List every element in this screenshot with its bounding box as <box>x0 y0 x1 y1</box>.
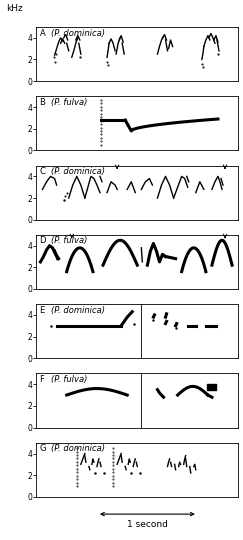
Text: C: C <box>41 167 49 176</box>
Text: B: B <box>41 98 49 107</box>
Text: F: F <box>41 375 48 384</box>
Text: 1 second: 1 second <box>127 519 168 529</box>
Text: (P. dominica): (P. dominica) <box>51 29 104 38</box>
Text: (P. dominica): (P. dominica) <box>51 444 104 453</box>
Text: (P. fulva): (P. fulva) <box>51 375 87 384</box>
Text: (P. dominica): (P. dominica) <box>51 306 104 315</box>
Text: D: D <box>41 237 50 246</box>
Text: E: E <box>41 306 48 315</box>
Text: (P. fulva): (P. fulva) <box>51 98 87 107</box>
Text: A: A <box>41 29 49 38</box>
Text: kHz: kHz <box>6 4 23 14</box>
Text: (P. fulva): (P. fulva) <box>51 237 87 246</box>
Text: G: G <box>41 444 50 453</box>
Text: (P. dominica): (P. dominica) <box>51 167 104 176</box>
